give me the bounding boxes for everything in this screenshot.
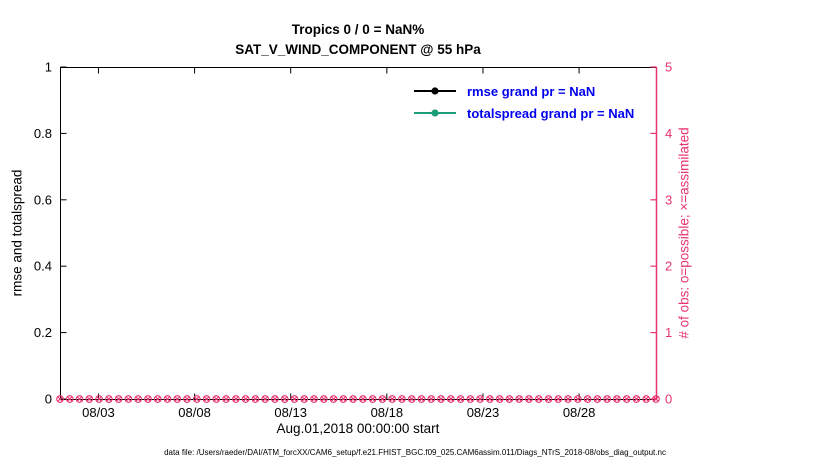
legend-item-totalspread: totalspread grand pr = NaN bbox=[412, 102, 634, 124]
x-tick-label: 08/13 bbox=[274, 405, 307, 420]
right-tick-label: 0 bbox=[665, 392, 672, 407]
rmse-line-icon bbox=[414, 87, 456, 95]
left-tick-label: 0.6 bbox=[34, 192, 52, 207]
data-file-path: data file: /Users/raeder/DAI/ATM_forcXX/… bbox=[164, 448, 666, 457]
legend-item-rmse: rmse grand pr = NaN bbox=[412, 80, 634, 102]
right-tick-label: 5 bbox=[665, 60, 672, 75]
x-axis-label: Aug.01,2018 00:00:00 start bbox=[276, 421, 440, 436]
x-tick-label: 08/03 bbox=[82, 405, 115, 420]
left-axis-label: rmse and totalspread bbox=[9, 169, 25, 297]
left-tick-label: 1 bbox=[45, 60, 52, 75]
legend-label-rmse: rmse grand pr = NaN bbox=[467, 83, 596, 99]
left-tick-label: 0.2 bbox=[34, 325, 52, 340]
chart-title-line2: SAT_V_WIND_COMPONENT @ 55 hPa bbox=[235, 42, 481, 57]
x-tick-label: 08/28 bbox=[563, 405, 596, 420]
chart-title-line1: Tropics 0 / 0 = NaN% bbox=[291, 22, 425, 37]
legend: rmse grand pr = NaN totalspread grand pr… bbox=[412, 80, 634, 124]
obs-count-markers bbox=[56, 395, 660, 403]
legend-label-totalspread: totalspread grand pr = NaN bbox=[467, 105, 635, 121]
x-tick-label: 08/23 bbox=[467, 405, 500, 420]
x-tick-label: 08/08 bbox=[178, 405, 211, 420]
left-tick-label: 0 bbox=[45, 392, 52, 407]
x-tick-label: 08/18 bbox=[371, 405, 404, 420]
chart-title: Tropics 0 / 0 = NaN% SAT_V_WIND_COMPONEN… bbox=[60, 20, 656, 60]
right-axis-label: # of obs: o=possible; ×=assimilated bbox=[676, 127, 692, 339]
right-tick-label: 2 bbox=[665, 259, 672, 274]
right-tick-label: 1 bbox=[665, 325, 672, 340]
right-tick-label: 4 bbox=[665, 126, 672, 141]
left-tick-label: 0.8 bbox=[34, 126, 52, 141]
left-tick-label: 0.4 bbox=[34, 259, 52, 274]
right-tick-label: 3 bbox=[665, 192, 672, 207]
totalspread-line-icon bbox=[414, 109, 456, 117]
